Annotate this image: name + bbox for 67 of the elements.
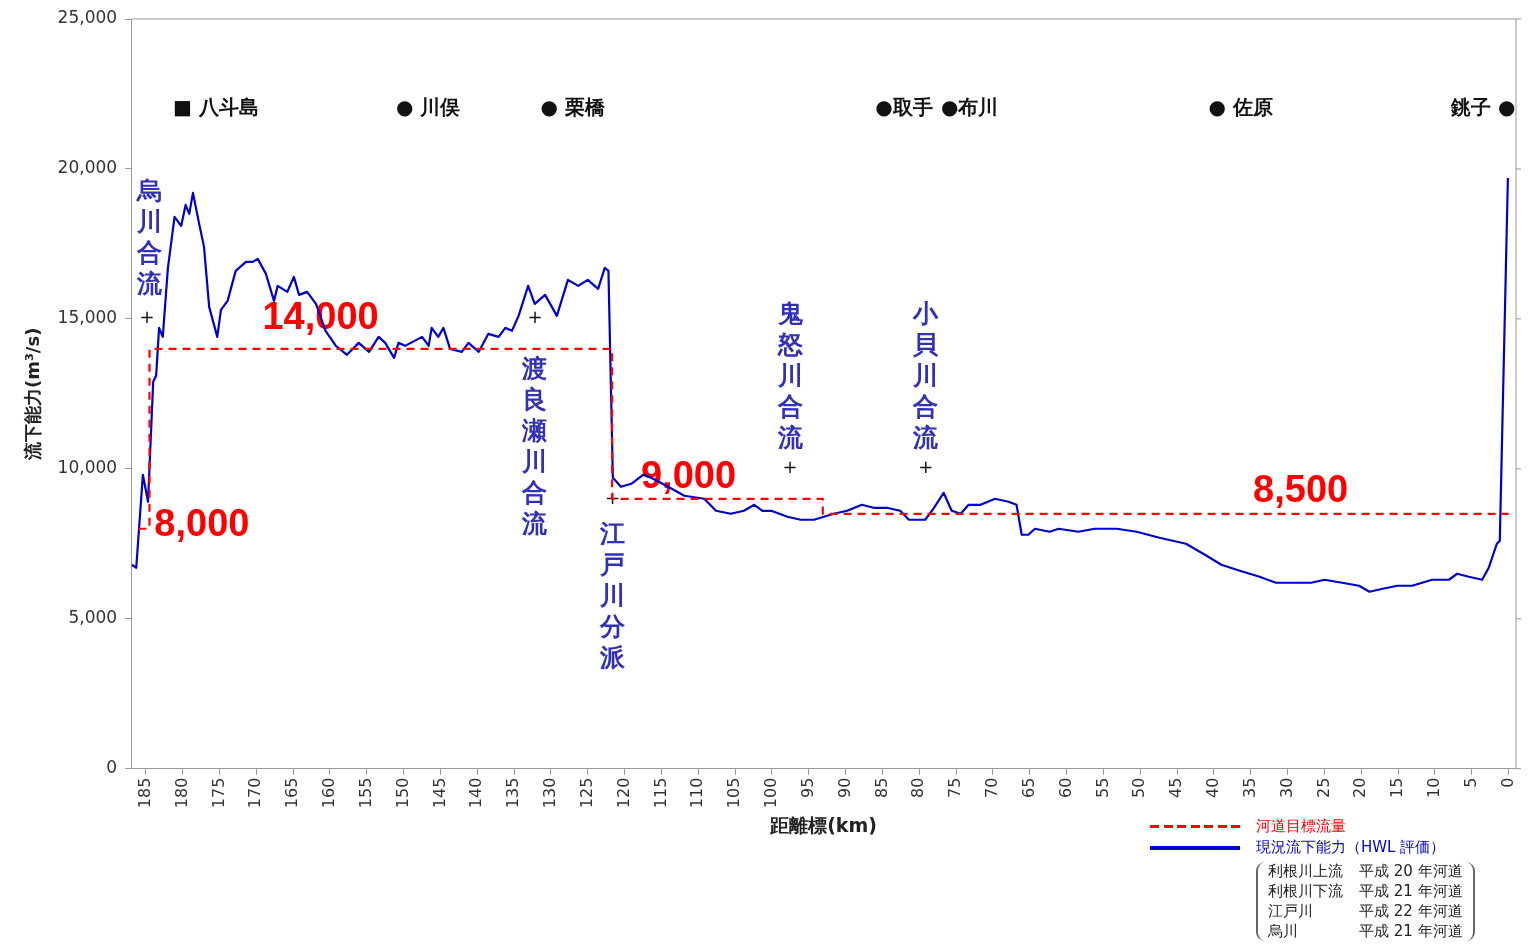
annotation: + bbox=[527, 305, 543, 327]
x-tick-label: 50 bbox=[1129, 777, 1149, 799]
annotation: + bbox=[782, 455, 798, 477]
y-tick-label: 10,000 bbox=[57, 457, 118, 478]
text: 現況流下能力（HWL 評価） bbox=[1256, 838, 1446, 857]
x-tick-label: 150 bbox=[392, 777, 412, 809]
annotation: ●取手 bbox=[875, 95, 933, 120]
y-tick-label: 20,000 bbox=[57, 157, 118, 178]
x-tick-label: 100 bbox=[761, 777, 781, 809]
x-tick-label: 115 bbox=[650, 777, 670, 809]
y-tick-label: 5,000 bbox=[68, 607, 118, 628]
x-tick-label: 30 bbox=[1276, 777, 1296, 799]
x-tick-label: 120 bbox=[613, 777, 633, 809]
legend-label: 河道目標流量 bbox=[1256, 817, 1346, 836]
x-tick-label: 85 bbox=[871, 777, 891, 799]
x-tick-label: 55 bbox=[1092, 777, 1112, 799]
annotation: 烏川合流 bbox=[135, 176, 163, 299]
x-tick-label: 130 bbox=[540, 777, 560, 809]
x-tick-label: 80 bbox=[908, 777, 928, 799]
y-axis-title: 流下能力(m³/s) bbox=[22, 327, 44, 462]
annotation: 小貝川合流 bbox=[912, 298, 940, 452]
y-tick-label: 15,000 bbox=[57, 307, 118, 328]
annotation: + bbox=[918, 455, 934, 477]
x-tick-label: 140 bbox=[466, 777, 486, 809]
annotation: 8,000 bbox=[154, 502, 250, 545]
x-tick-label: 20 bbox=[1350, 777, 1370, 799]
x-axis-title: 距離標(km) bbox=[769, 813, 877, 836]
x-tick-label: 175 bbox=[208, 777, 228, 809]
x-tick-label: 10 bbox=[1424, 777, 1444, 799]
annotation: ■ 八斗島 bbox=[172, 95, 259, 120]
x-tick-label: 70 bbox=[982, 777, 1002, 799]
x-tick-label: 25 bbox=[1313, 777, 1333, 799]
annotation: 9,000 bbox=[640, 454, 737, 497]
x-tick-label: 170 bbox=[245, 777, 265, 809]
x-tick-label: 155 bbox=[355, 777, 375, 809]
x-tick-label: 95 bbox=[797, 777, 817, 799]
annotation: ● 佐原 bbox=[1208, 95, 1274, 120]
x-tick-label: 90 bbox=[834, 777, 854, 799]
x-tick-label: 165 bbox=[282, 777, 302, 809]
x-tick-label: 185 bbox=[134, 777, 154, 809]
annotation: 江戸川分派 bbox=[599, 519, 627, 673]
annotation: 渡良瀬川合流 bbox=[521, 353, 549, 538]
x-tick-label: 125 bbox=[576, 777, 596, 809]
annotation: 銚子 ● bbox=[1449, 95, 1516, 120]
x-tick-label: 45 bbox=[1166, 777, 1186, 799]
x-tick-label: 65 bbox=[1018, 777, 1038, 799]
annotation: ●布川 bbox=[940, 95, 999, 120]
x-tick-label: 15 bbox=[1387, 777, 1407, 799]
x-tick-label: 160 bbox=[319, 777, 339, 809]
x-tick-label: 145 bbox=[429, 777, 449, 809]
x-tick-label: 110 bbox=[687, 777, 707, 809]
x-tick-label: 0 bbox=[1497, 777, 1517, 788]
x-tick-label: 35 bbox=[1239, 777, 1259, 799]
annotation: ● 栗橋 bbox=[540, 95, 606, 120]
x-tick-label: 135 bbox=[503, 777, 523, 809]
x-tick-label: 105 bbox=[724, 777, 744, 809]
x-tick-label: 60 bbox=[1055, 777, 1075, 799]
x-tick-label: 40 bbox=[1203, 777, 1223, 799]
annotation: ● 川俣 bbox=[395, 95, 461, 120]
bracket: 利根川上流 平成 20 年河道 利根川下流 平成 21 年河道 江戸川 平成 22 年河道 烏川 平成 21 年河道 bbox=[1256, 862, 1475, 941]
x-tick-label: 180 bbox=[171, 777, 191, 809]
annotation: 鬼怒川合流 bbox=[776, 298, 804, 452]
annotation: + bbox=[139, 305, 155, 327]
annotation: 8,500 bbox=[1253, 467, 1349, 510]
y-tick-label: 25,000 bbox=[57, 7, 118, 28]
x-tick-label: 75 bbox=[945, 777, 965, 799]
x-tick-label: 5 bbox=[1460, 777, 1480, 788]
